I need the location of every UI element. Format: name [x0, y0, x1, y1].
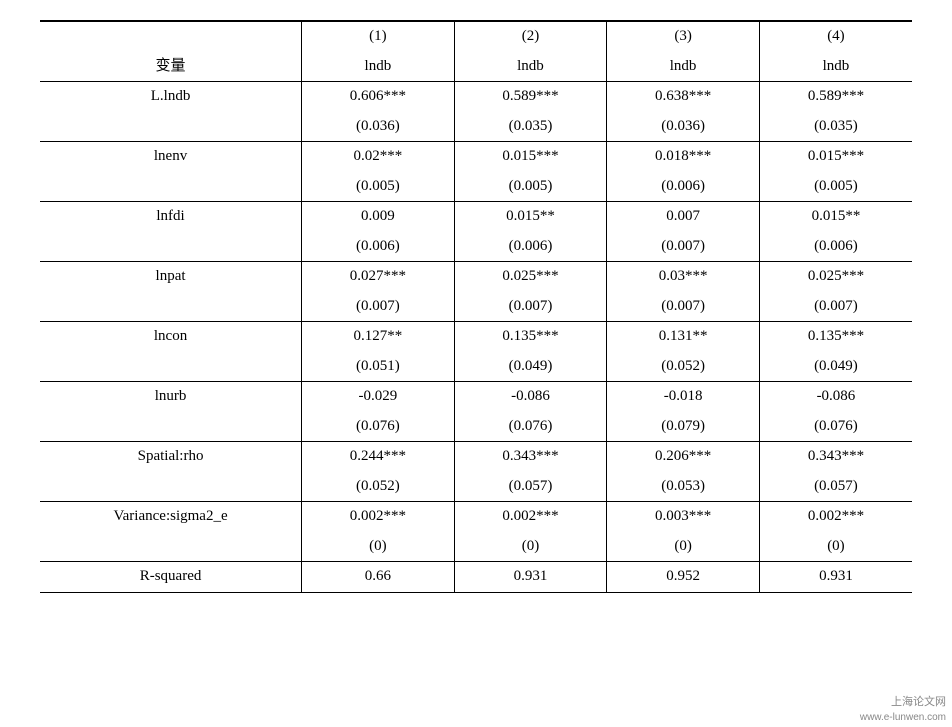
se-cell: (0.057) — [454, 472, 607, 502]
se-cell: (0.057) — [759, 472, 912, 502]
se-cell: (0.005) — [454, 172, 607, 202]
header-depvar-4: lndb — [759, 52, 912, 82]
se-cell: (0.006) — [302, 232, 455, 262]
header-depvar-1: lndb — [302, 52, 455, 82]
se-cell: (0.006) — [759, 232, 912, 262]
coef-cell: 0.02*** — [302, 142, 455, 172]
coef-cell: 0.606*** — [302, 82, 455, 112]
header-depvar-2: lndb — [454, 52, 607, 82]
coef-cell: -0.029 — [302, 382, 455, 412]
footer-name: R-squared — [40, 562, 302, 593]
var-name-se-blank — [40, 232, 302, 262]
var-name: L.lndb — [40, 82, 302, 112]
watermark-text-2: www.e-lunwen.com — [860, 712, 946, 723]
regression-table: (1)(2)(3)(4)变量lndblndblndblndbL.lndb0.60… — [40, 20, 912, 593]
footer-val: 0.952 — [607, 562, 760, 593]
coef-cell: 0.244*** — [302, 442, 455, 472]
coef-cell: 0.009 — [302, 202, 455, 232]
coef-cell: 0.002*** — [302, 502, 455, 532]
coef-cell: 0.206*** — [607, 442, 760, 472]
se-cell: (0.007) — [607, 232, 760, 262]
coef-cell: 0.589*** — [759, 82, 912, 112]
se-cell: (0.005) — [302, 172, 455, 202]
se-cell: (0.007) — [302, 292, 455, 322]
se-cell: (0.052) — [302, 472, 455, 502]
header-depvar-3: lndb — [607, 52, 760, 82]
watermark-text-1: 上海论文网 — [891, 693, 946, 709]
var-name-se-blank — [40, 292, 302, 322]
se-cell: (0.076) — [759, 412, 912, 442]
se-cell: (0.051) — [302, 352, 455, 382]
coef-cell: 0.015** — [454, 202, 607, 232]
se-cell: (0) — [302, 532, 455, 562]
se-cell: (0.036) — [607, 112, 760, 142]
coef-cell: 0.343*** — [454, 442, 607, 472]
var-name: lnenv — [40, 142, 302, 172]
se-cell: (0.006) — [607, 172, 760, 202]
se-cell: (0) — [454, 532, 607, 562]
se-cell: (0.049) — [759, 352, 912, 382]
coef-cell: 0.007 — [607, 202, 760, 232]
se-cell: (0.035) — [454, 112, 607, 142]
se-cell: (0) — [607, 532, 760, 562]
coef-cell: 0.015*** — [759, 142, 912, 172]
var-name-se-blank — [40, 112, 302, 142]
coef-cell: 0.131** — [607, 322, 760, 352]
coef-cell: 0.002*** — [454, 502, 607, 532]
var-name-se-blank — [40, 352, 302, 382]
coef-cell: 0.003*** — [607, 502, 760, 532]
coef-cell: 0.015** — [759, 202, 912, 232]
var-name: lnfdi — [40, 202, 302, 232]
coef-cell: 0.025*** — [759, 262, 912, 292]
var-name: Variance:sigma2_e — [40, 502, 302, 532]
var-name-se-blank — [40, 472, 302, 502]
coef-cell: 0.015*** — [454, 142, 607, 172]
se-cell: (0.053) — [607, 472, 760, 502]
se-cell: (0.035) — [759, 112, 912, 142]
se-cell: (0.052) — [607, 352, 760, 382]
header-var-label: 变量 — [40, 52, 302, 82]
coef-cell: 0.135*** — [454, 322, 607, 352]
coef-cell: 0.025*** — [454, 262, 607, 292]
coef-cell: 0.638*** — [607, 82, 760, 112]
header-var-blank — [40, 21, 302, 52]
se-cell: (0.076) — [454, 412, 607, 442]
header-model-1: (1) — [302, 21, 455, 52]
se-cell: (0.036) — [302, 112, 455, 142]
coef-cell: 0.027*** — [302, 262, 455, 292]
var-name: lnurb — [40, 382, 302, 412]
coef-cell: 0.127** — [302, 322, 455, 352]
footer-val: 0.66 — [302, 562, 455, 593]
se-cell: (0.049) — [454, 352, 607, 382]
se-cell: (0.007) — [759, 292, 912, 322]
se-cell: (0.007) — [607, 292, 760, 322]
coef-cell: 0.018*** — [607, 142, 760, 172]
header-model-4: (4) — [759, 21, 912, 52]
var-name: lncon — [40, 322, 302, 352]
coef-cell: 0.03*** — [607, 262, 760, 292]
coef-cell: -0.086 — [454, 382, 607, 412]
coef-cell: 0.343*** — [759, 442, 912, 472]
se-cell: (0.076) — [302, 412, 455, 442]
var-name-se-blank — [40, 412, 302, 442]
coef-cell: 0.002*** — [759, 502, 912, 532]
coef-cell: 0.135*** — [759, 322, 912, 352]
se-cell: (0.005) — [759, 172, 912, 202]
footer-val: 0.931 — [759, 562, 912, 593]
se-cell: (0.007) — [454, 292, 607, 322]
var-name-se-blank — [40, 172, 302, 202]
coef-cell: 0.589*** — [454, 82, 607, 112]
se-cell: (0) — [759, 532, 912, 562]
var-name: Spatial:rho — [40, 442, 302, 472]
coef-cell: -0.018 — [607, 382, 760, 412]
header-model-2: (2) — [454, 21, 607, 52]
coef-cell: -0.086 — [759, 382, 912, 412]
se-cell: (0.079) — [607, 412, 760, 442]
var-name-se-blank — [40, 532, 302, 562]
footer-val: 0.931 — [454, 562, 607, 593]
header-model-3: (3) — [607, 21, 760, 52]
se-cell: (0.006) — [454, 232, 607, 262]
var-name: lnpat — [40, 262, 302, 292]
